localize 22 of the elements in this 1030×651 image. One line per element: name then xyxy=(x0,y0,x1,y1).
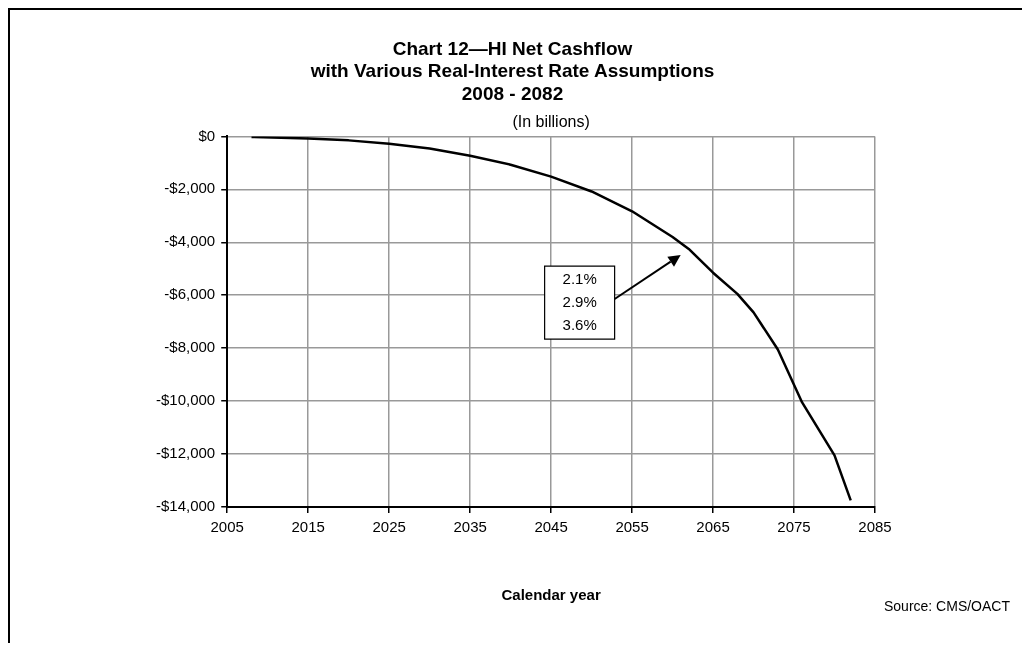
chart-subtitle: (In billions) xyxy=(512,112,590,130)
x-tick-label: 2045 xyxy=(534,518,568,536)
y-tick-label: -$6,000 xyxy=(164,285,216,303)
y-tick-label: -$2,000 xyxy=(164,179,216,197)
y-tick-label: -$12,000 xyxy=(156,444,216,462)
x-tick-label: 2025 xyxy=(372,518,406,536)
x-tick-label: 2075 xyxy=(777,518,811,536)
x-tick-label: 2005 xyxy=(210,518,244,536)
x-tick-label: 2065 xyxy=(696,518,730,536)
x-tick-label: 2015 xyxy=(291,518,325,536)
y-tick-label: $0 xyxy=(198,126,216,144)
y-tick-label: -$14,000 xyxy=(156,497,216,515)
x-axis-title: Calendar year xyxy=(501,586,601,604)
x-tick-label: 2055 xyxy=(615,518,649,536)
annotation: 2.1% 2.9% 3.6% xyxy=(562,269,597,333)
y-tick-label: -$10,000 xyxy=(156,391,216,409)
y-tick-label: -$4,000 xyxy=(164,232,216,250)
chart-title: Chart 12—HI Net Cashflow with Various Real-Interest Rate Assumptions 2008 - 2082 xyxy=(309,37,715,105)
x-tick-label: 2085 xyxy=(858,518,892,536)
source-note: Source: CMS/OACT xyxy=(883,597,1011,614)
y-tick-label: -$8,000 xyxy=(164,338,216,356)
x-tick-label: 2035 xyxy=(453,518,487,536)
